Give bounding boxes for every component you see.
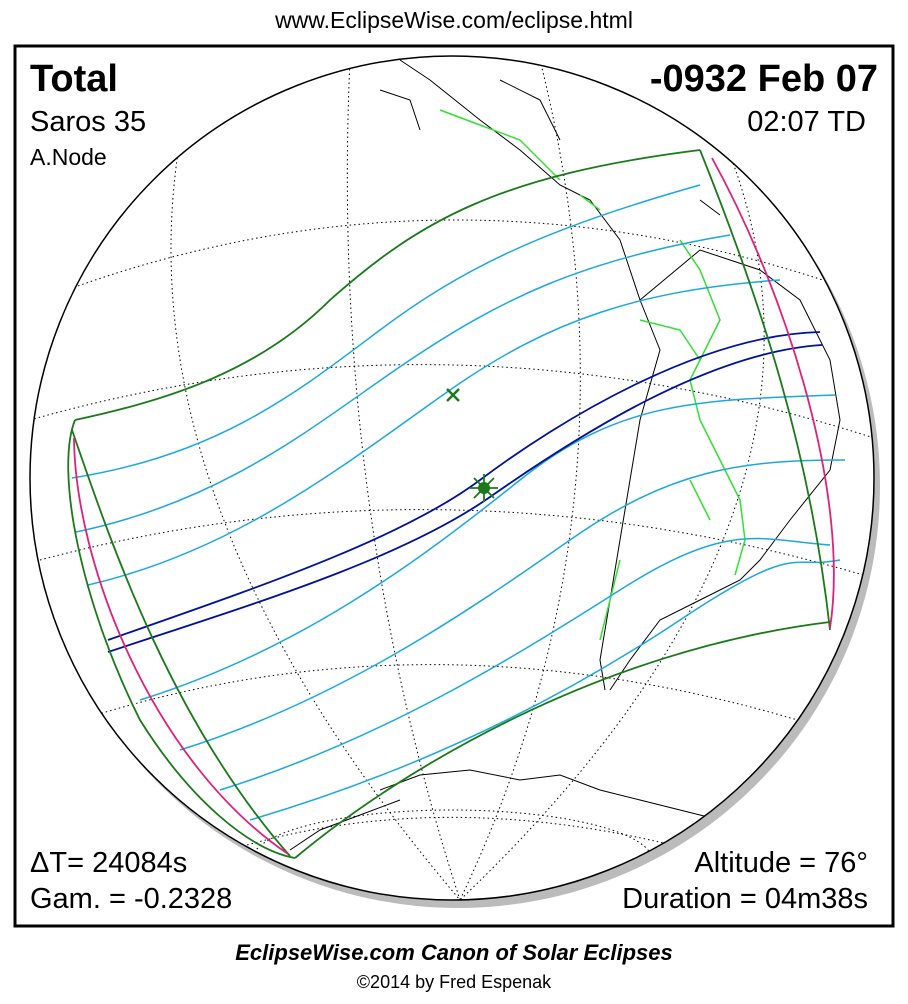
gamma: Gam. = -0.2328 — [30, 883, 232, 915]
markers — [446, 388, 498, 502]
saros: Saros 35 — [30, 106, 146, 138]
delta-t: ΔT= 24084s — [30, 847, 187, 879]
eclipse-type: Total — [30, 58, 118, 100]
credit: ©2014 by Fred Espenak — [357, 972, 552, 992]
node: A.Node — [30, 144, 107, 170]
duration: Duration = 04m38s — [622, 883, 868, 915]
date: -0932 Feb 07 — [650, 58, 878, 100]
footer-title: EclipseWise.com Canon of Solar Eclipses — [235, 940, 673, 965]
altitude: Altitude = 76° — [694, 847, 868, 879]
time: 02:07 TD — [747, 106, 866, 138]
globe — [29, 55, 880, 908]
url: www.EclipseWise.com/eclipse.html — [274, 7, 633, 33]
